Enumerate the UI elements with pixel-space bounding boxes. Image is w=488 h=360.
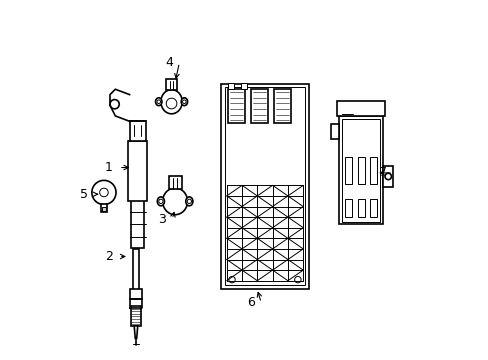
Bar [345,157,351,184]
Bar [165,79,177,90]
Circle shape [166,98,177,109]
Circle shape [157,100,160,103]
Ellipse shape [161,90,182,114]
Text: 7: 7 [378,166,386,179]
Bar [336,101,384,116]
Text: 3: 3 [158,213,166,226]
Bar [369,199,376,217]
Bar [131,306,141,326]
Bar [133,249,139,290]
Bar [250,89,267,123]
Polygon shape [134,326,138,338]
Bar [131,198,144,248]
Bar [130,288,142,299]
Bar [357,157,364,184]
Bar [330,124,338,139]
Ellipse shape [185,197,192,206]
Bar [102,207,106,211]
Text: 2: 2 [105,250,113,263]
Bar [128,141,147,201]
Bar [224,87,305,285]
Bar [101,204,107,212]
Bar [369,157,376,184]
Bar [168,176,181,189]
Ellipse shape [181,98,187,105]
Bar [129,121,145,141]
Bar [345,199,351,217]
Bar [357,199,364,217]
Circle shape [110,100,119,109]
Ellipse shape [157,197,164,206]
Circle shape [100,188,108,197]
Bar [227,83,234,89]
Bar [338,116,383,225]
Circle shape [187,199,191,203]
Circle shape [228,276,235,283]
Bar [227,89,244,123]
Circle shape [159,199,163,203]
Ellipse shape [163,188,187,215]
Ellipse shape [155,98,162,105]
Bar [221,84,308,288]
Text: 5: 5 [80,188,88,201]
Text: 1: 1 [105,161,113,174]
Bar [273,89,290,123]
Bar [341,119,380,222]
Circle shape [384,173,391,180]
Text: 6: 6 [247,296,255,309]
Circle shape [294,276,301,283]
Circle shape [92,180,116,204]
Circle shape [182,100,186,103]
Bar [383,166,392,187]
Text: 4: 4 [165,56,173,69]
Bar [241,83,247,89]
